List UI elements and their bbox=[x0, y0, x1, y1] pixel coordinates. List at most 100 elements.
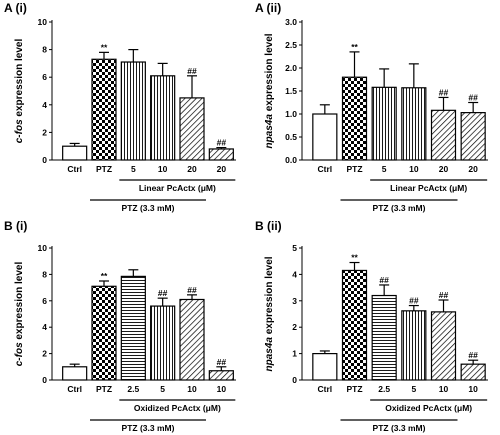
panel-label: B (ii) bbox=[255, 219, 282, 233]
bar bbox=[430, 311, 457, 381]
significance-label: ## bbox=[409, 296, 419, 306]
bar bbox=[312, 353, 338, 381]
y-tick-label: 2.0 bbox=[285, 63, 297, 73]
significance-label: ** bbox=[351, 253, 358, 263]
y-tick-label: 4 bbox=[292, 269, 297, 279]
y-tick-label: 0.0 bbox=[285, 155, 297, 165]
bar bbox=[401, 87, 427, 161]
x-tick-label: 2.5 bbox=[378, 384, 390, 394]
panel-label: B (i) bbox=[4, 219, 27, 233]
y-axis-label-rest: expression level bbox=[264, 33, 275, 114]
x-tick-label: PTZ bbox=[346, 164, 362, 174]
y-tick-label: 4 bbox=[42, 322, 47, 332]
y-tick-label: 0.5 bbox=[285, 132, 297, 142]
y-tick-label: 1 bbox=[292, 349, 297, 359]
bar bbox=[430, 109, 457, 161]
y-axis-label-rest: expression level bbox=[14, 262, 25, 343]
significance-label: ## bbox=[187, 66, 197, 76]
bar bbox=[208, 370, 234, 381]
x-tick-label: 5 bbox=[131, 164, 136, 174]
y-axis-label-gene: npas4a bbox=[264, 337, 275, 372]
bar bbox=[120, 61, 146, 161]
y-tick-label: 6 bbox=[42, 296, 47, 306]
panel-a-i: A (i) c-fos expression level 0 2 4 6 8 10 Ctrl **… bbox=[4, 1, 236, 213]
significance-label: ** bbox=[101, 42, 108, 52]
group-bracket-label: Oxidized PcActx (μM) bbox=[134, 403, 221, 413]
significance-label: ** bbox=[101, 271, 108, 281]
bar bbox=[401, 310, 427, 381]
x-tick-label: 20 bbox=[187, 164, 197, 174]
x-tick-label: 2.5 bbox=[127, 384, 139, 394]
y-tick-label: 2.5 bbox=[285, 40, 297, 50]
x-tick-label: 10 bbox=[158, 164, 168, 174]
bar bbox=[208, 148, 234, 161]
y-tick-label: 1.5 bbox=[285, 86, 297, 96]
y-tick-label: 3 bbox=[292, 296, 297, 306]
y-axis-label: npas4a expression level bbox=[264, 33, 275, 148]
bar bbox=[150, 75, 176, 161]
y-axis-label-rest: expression level bbox=[264, 256, 275, 337]
group-bracket-label: Linear PcActx (μM) bbox=[390, 183, 467, 193]
bar bbox=[150, 305, 176, 381]
x-tick-label: 10 bbox=[217, 384, 227, 394]
panel-b-i: B (i) c-fos expression level 0 2 4 6 8 10 Ctrl **… bbox=[4, 219, 236, 433]
bar bbox=[120, 275, 146, 381]
x-tick-label: Ctrl bbox=[67, 384, 82, 394]
bar bbox=[341, 269, 368, 381]
significance-label: ## bbox=[468, 350, 478, 360]
y-axis-label-gene: npas4a bbox=[264, 114, 275, 149]
significance-label: ** bbox=[351, 42, 358, 52]
y-tick-label: 10 bbox=[38, 243, 48, 253]
y-tick-label: 2 bbox=[42, 127, 47, 137]
bar bbox=[371, 294, 397, 381]
panel-a-ii: A (ii) npas4a expression level 0.0 0.5 1.0 1.… bbox=[255, 1, 488, 213]
group-bracket-label: Oxidized PcActx (μM) bbox=[385, 403, 472, 413]
y-tick-label: 1.0 bbox=[285, 109, 297, 119]
x-tick-label: Ctrl bbox=[67, 164, 82, 174]
y-tick-label: 4 bbox=[42, 100, 47, 110]
bar bbox=[91, 285, 117, 381]
panel-label: A (ii) bbox=[255, 1, 281, 15]
x-tick-label: Ctrl bbox=[318, 384, 333, 394]
group-bracket-label: PTZ (3.3 mM) bbox=[373, 203, 426, 213]
y-axis-label: npas4a expression level bbox=[264, 256, 275, 371]
x-tick-label: 20 bbox=[217, 164, 227, 174]
y-tick-label: 5 bbox=[292, 243, 297, 253]
y-tick-label: 8 bbox=[42, 269, 47, 279]
group-bracket-label: Linear PcActx (μM) bbox=[139, 183, 216, 193]
significance-label: ## bbox=[379, 275, 389, 285]
x-tick-label: PTZ bbox=[96, 164, 112, 174]
y-tick-label: 0 bbox=[42, 375, 47, 385]
bar bbox=[62, 366, 88, 381]
bar bbox=[460, 363, 486, 381]
y-axis-label-gene: c-fos bbox=[14, 342, 25, 366]
x-tick-label: Ctrl bbox=[318, 164, 333, 174]
x-tick-label: PTZ bbox=[346, 384, 362, 394]
y-tick-label: 10 bbox=[38, 17, 48, 27]
y-axis-label-rest: expression level bbox=[14, 39, 25, 120]
panel-label: A (i) bbox=[4, 1, 27, 15]
bar bbox=[460, 112, 486, 161]
group-bracket-label: PTZ (3.3 mM) bbox=[373, 423, 426, 433]
x-tick-label: 10 bbox=[468, 384, 478, 394]
bar bbox=[312, 113, 338, 161]
x-tick-label: PTZ bbox=[96, 384, 112, 394]
significance-label: ## bbox=[217, 357, 227, 367]
bar bbox=[179, 97, 205, 161]
significance-label: ## bbox=[439, 290, 449, 300]
bar bbox=[371, 86, 397, 161]
bar bbox=[91, 58, 117, 161]
x-tick-label: 5 bbox=[160, 384, 165, 394]
y-tick-label: 8 bbox=[42, 45, 47, 55]
x-tick-label: 10 bbox=[187, 384, 197, 394]
bar bbox=[179, 298, 205, 381]
y-axis-label-gene: c-fos bbox=[14, 119, 25, 143]
x-tick-label: 5 bbox=[411, 384, 416, 394]
bar bbox=[62, 145, 88, 161]
significance-label: ## bbox=[439, 87, 449, 97]
bar bbox=[341, 76, 368, 161]
y-tick-label: 0 bbox=[42, 155, 47, 165]
y-axis-label: c-fos expression level bbox=[14, 39, 25, 144]
y-tick-label: 2 bbox=[292, 322, 297, 332]
